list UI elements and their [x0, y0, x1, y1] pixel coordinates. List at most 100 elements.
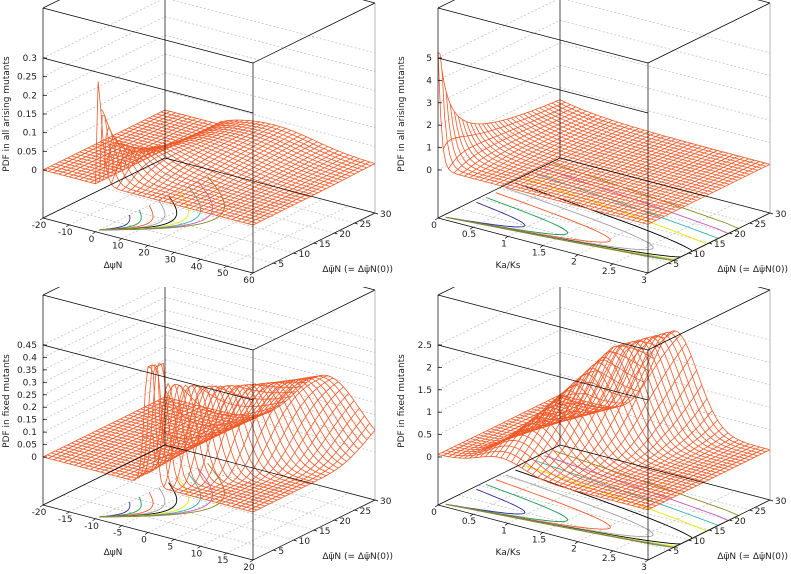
y-tick-label: 10 [694, 250, 706, 260]
wall-gridline [164, 309, 376, 366]
surface-mesh-line [90, 408, 213, 470]
surface-mesh-line [584, 398, 708, 494]
y-tick-label: 30 [380, 210, 392, 220]
y-tick [313, 529, 318, 532]
contour-line [445, 455, 730, 548]
z-tick-label: 2 [426, 121, 432, 131]
y-tick-label: 10 [694, 537, 706, 547]
wall-gridline [42, 35, 166, 96]
x-tick-label: -15 [58, 515, 73, 525]
surface-mesh-line [521, 129, 645, 192]
wall-gridline [164, 334, 376, 391]
box-edge [647, 2, 771, 64]
x-tick-label: 20 [138, 249, 150, 259]
y-axis-label: Δψ̄N (= Δψ̄N(0)) [717, 552, 788, 562]
surface-mesh-line [559, 330, 771, 451]
surface-mesh-line [553, 330, 676, 485]
box-edge [362, 287, 376, 291]
surface-mesh-line [647, 163, 771, 225]
wall-gridline [42, 346, 166, 408]
surface-mesh-line [147, 364, 271, 439]
x-tick [118, 238, 122, 241]
wall-gridline [42, 309, 166, 371]
y-tick-label: 25 [360, 220, 371, 230]
y-tick-label: 25 [755, 220, 766, 230]
contour-line [445, 484, 569, 523]
surface-mesh-line [637, 161, 760, 222]
surface-mesh-line [221, 152, 344, 218]
surface-mesh-line [485, 118, 608, 183]
surface-mesh-line [242, 159, 365, 223]
wall-gridline [566, 0, 771, 54]
surface-mesh-line [184, 381, 307, 495]
surface-mesh-line [595, 150, 718, 211]
z-axis-label: PDF in fixed mutants [2, 354, 12, 448]
x-tick-label: 0.5 [462, 230, 476, 240]
surface-mesh-line [605, 152, 729, 214]
z-tick-label: 0.5 [418, 431, 432, 441]
wall-gridline [42, 91, 166, 152]
surface-mesh-line [637, 446, 760, 508]
base-gridline [63, 494, 274, 551]
surface-mesh-line [242, 415, 365, 510]
z-tick-label: 0.2 [23, 403, 37, 413]
surface-mesh-line [51, 363, 262, 509]
z-tick-label: 0 [31, 453, 37, 463]
box-edge [437, 7, 649, 64]
surface-mesh-line [42, 396, 166, 458]
surface-mesh-line [210, 377, 334, 502]
box-edge [42, 7, 254, 64]
surface-mesh-line [69, 116, 192, 178]
surface-mesh-line [226, 154, 349, 219]
x-tick [504, 523, 509, 526]
surface-mesh-line [458, 108, 582, 176]
box-edge [362, 0, 376, 4]
surface-mesh-line [42, 109, 166, 171]
surface-mesh-line [200, 374, 323, 499]
surface-mesh-line [642, 447, 765, 509]
x-tick [171, 539, 175, 542]
x-tick-label: 2 [571, 258, 577, 268]
wall-gridline [42, 322, 166, 383]
box-edge [757, 0, 771, 4]
z-tick-label: 1 [426, 408, 432, 418]
wall-gridline [559, 87, 771, 143]
contour-line [99, 472, 202, 518]
wall-gridline [164, 16, 376, 73]
wall-gridline [437, 287, 557, 346]
wall-gridline [437, 64, 561, 126]
box-edge [42, 0, 61, 9]
surface-mesh-line [616, 439, 739, 502]
surface-mesh-line [174, 132, 297, 205]
box-edge [437, 157, 561, 219]
z-tick-label: 0.1 [23, 428, 37, 438]
surface-mesh-line [58, 113, 181, 175]
surface-mesh-line [226, 393, 350, 506]
surface-mesh-line [626, 158, 750, 220]
x-tick [469, 513, 474, 517]
y-tick-label: 30 [380, 497, 392, 507]
wall-gridline [559, 351, 771, 408]
z-tick-label: 0.15 [17, 416, 37, 426]
contour-line [445, 460, 719, 548]
base-gridline [69, 164, 192, 226]
surface-mesh-line [179, 384, 302, 494]
y-tick-label: 5 [278, 547, 284, 557]
y-tick-label: 10 [299, 250, 311, 260]
contour-line [445, 201, 526, 228]
x-tick-label: 1 [501, 526, 507, 536]
wall-gridline [164, 346, 376, 403]
surface-mesh-line [495, 406, 618, 458]
x-tick [644, 272, 649, 276]
x-tick-label: 0 [141, 536, 147, 546]
wall-gridline [42, 384, 166, 445]
y-tick [688, 539, 692, 542]
surface-mesh-line [621, 441, 744, 504]
surface-mesh-line [184, 136, 307, 208]
wall-gridline [559, 109, 771, 166]
box-edge [437, 294, 649, 351]
surface-mesh-line [537, 340, 660, 478]
z-axis-label: PDF in all arising mutants [397, 56, 407, 172]
surface-mesh-line [163, 128, 286, 202]
surface-mesh-line [221, 386, 344, 505]
